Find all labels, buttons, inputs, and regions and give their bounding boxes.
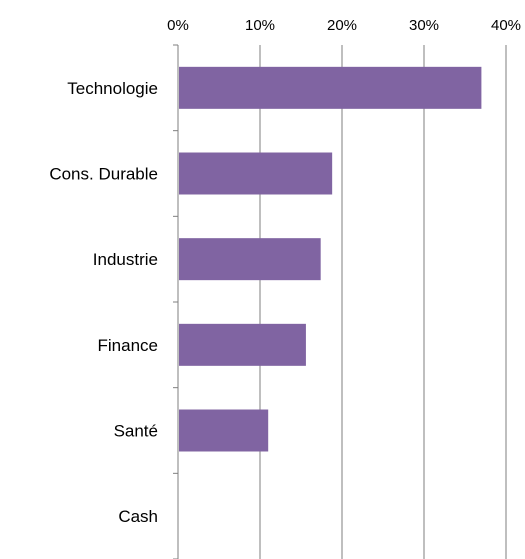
- x-tick-labels: 0% 10% 20% 30% 40%: [167, 17, 521, 34]
- category-label: Cash: [118, 507, 158, 526]
- bar-1: [179, 152, 333, 195]
- category-label: Santé: [114, 422, 158, 441]
- category-label: Finance: [98, 336, 158, 355]
- x-tick-label: 0%: [167, 17, 189, 34]
- bar-0: [179, 66, 482, 109]
- x-tick-label: 20%: [327, 17, 357, 34]
- x-tick-label: 40%: [491, 17, 521, 34]
- x-tick-label: 10%: [245, 17, 275, 34]
- category-label: Industrie: [93, 250, 158, 269]
- category-label: Cons. Durable: [49, 165, 158, 184]
- bars-layer: [179, 66, 482, 452]
- category-label: Technologie: [67, 79, 158, 98]
- axis-layer: [173, 44, 179, 559]
- category-labels: Technologie Cons. Durable Industrie Finance…: [49, 79, 158, 526]
- grid-layer: [259, 45, 507, 559]
- bar-3: [179, 323, 306, 366]
- x-tick-label: 30%: [409, 17, 439, 34]
- bar-2: [179, 238, 321, 281]
- bar-4: [179, 409, 269, 452]
